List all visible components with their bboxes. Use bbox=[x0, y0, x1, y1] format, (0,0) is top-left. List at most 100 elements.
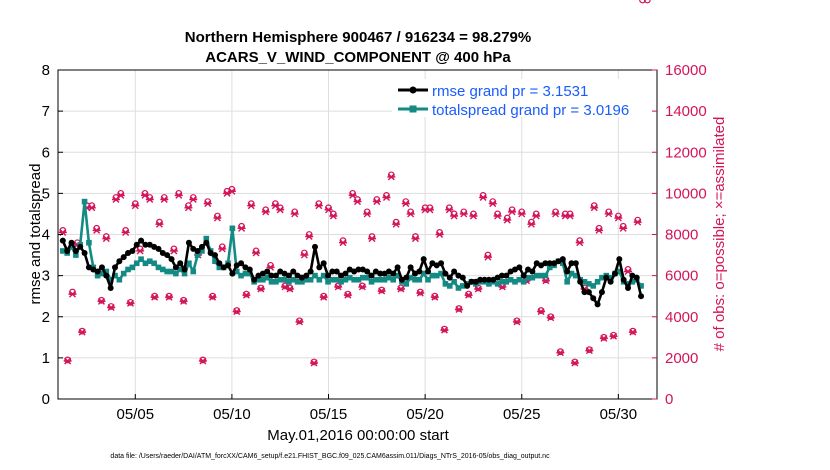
obs-assimilated-point bbox=[136, 247, 145, 255]
rmse-point bbox=[438, 260, 445, 267]
y2-tick-label: 10000 bbox=[665, 185, 707, 202]
obs-assimilated-point bbox=[319, 293, 328, 301]
legend-rmse-label: rmse grand pr = 3.1531 bbox=[432, 83, 588, 100]
rmse-point bbox=[616, 256, 623, 263]
totalspread-point bbox=[616, 268, 623, 275]
obs-assimilated-point bbox=[305, 233, 314, 241]
y2-tick-label: 14000 bbox=[665, 103, 707, 120]
totalspread-point bbox=[190, 268, 197, 275]
obs-assimilated-point bbox=[595, 226, 604, 234]
rmse-point bbox=[577, 278, 584, 285]
totalspread-point bbox=[173, 270, 179, 277]
obs-assimilated-point bbox=[237, 224, 246, 232]
rmse-point bbox=[59, 237, 66, 244]
rmse-point bbox=[129, 247, 136, 254]
rmse-point bbox=[520, 272, 527, 279]
rmse-point bbox=[368, 272, 375, 279]
totalspread-point bbox=[386, 274, 392, 281]
obs-possible-point bbox=[296, 317, 303, 325]
obs-assimilated-point bbox=[532, 212, 541, 220]
y-tick-label: 7 bbox=[42, 103, 50, 120]
rmse-point bbox=[138, 237, 145, 244]
obs-assimilated-point bbox=[218, 245, 227, 253]
obs-assimilated-point bbox=[358, 283, 367, 291]
totalspread-point bbox=[329, 276, 336, 283]
totalspread-point bbox=[446, 283, 453, 289]
totalspread-series bbox=[60, 198, 644, 291]
totalspread-point bbox=[368, 278, 375, 285]
footer-data-file: data file: /Users/raeder/DAI/ATM_forcXX/… bbox=[110, 453, 550, 460]
rmse-point bbox=[120, 254, 127, 261]
totalspread-point bbox=[281, 276, 288, 283]
obs-assimilated-point bbox=[570, 359, 579, 367]
obs-assimilated-point bbox=[440, 326, 449, 334]
totalspread-point bbox=[460, 283, 466, 289]
obs-assimilated-point bbox=[169, 247, 178, 255]
totalspread-point bbox=[520, 278, 527, 285]
totalspread-point bbox=[107, 276, 114, 283]
obs-assimilated-point bbox=[430, 293, 439, 301]
rmse-point bbox=[585, 289, 592, 296]
obs-possible-point bbox=[431, 292, 439, 300]
y-tick-label: 0 bbox=[42, 391, 50, 408]
obs-possible-point bbox=[513, 317, 521, 325]
totalspread-point bbox=[60, 248, 66, 254]
totalspread-point bbox=[116, 276, 123, 283]
obs-assimilated-point bbox=[537, 308, 546, 316]
obs-assimilated-point bbox=[392, 220, 401, 228]
obs-assimilated-point bbox=[425, 206, 434, 214]
totalspread-point bbox=[625, 281, 631, 287]
obs-assimilated-point bbox=[541, 277, 550, 285]
obs-assimilated-point bbox=[450, 212, 459, 220]
obs-assimilated-point bbox=[68, 290, 77, 298]
totalspread-point bbox=[94, 272, 101, 279]
totalspread-point bbox=[242, 270, 249, 277]
obs-possible-point bbox=[107, 303, 115, 310]
totalspread-point bbox=[494, 281, 501, 287]
obs-assimilated-point bbox=[585, 347, 594, 355]
y2-tick-label: 6000 bbox=[665, 268, 698, 285]
rmse-point bbox=[64, 247, 71, 254]
totalspread-point bbox=[638, 283, 644, 289]
rmse-point bbox=[529, 268, 536, 275]
y2-tick-label: 8000 bbox=[665, 227, 698, 244]
totalspread-point bbox=[294, 278, 301, 285]
totalspread-point bbox=[325, 278, 331, 285]
totalspread-point bbox=[246, 270, 253, 277]
totalspread-point bbox=[68, 244, 75, 250]
rmse-point bbox=[155, 245, 162, 252]
rmse-point bbox=[72, 247, 79, 254]
totalspread-point bbox=[277, 276, 284, 283]
totalspread-point bbox=[438, 270, 444, 277]
obs-assimilated-point bbox=[189, 196, 198, 204]
totalspread-point bbox=[525, 274, 531, 281]
totalspread-point bbox=[416, 276, 423, 283]
rmse-point bbox=[168, 256, 175, 263]
rmse-point bbox=[568, 260, 575, 267]
totalspread-point bbox=[212, 258, 218, 265]
y-tick-label: 1 bbox=[42, 350, 50, 367]
rmse-series bbox=[59, 237, 645, 308]
rmse-point bbox=[590, 295, 597, 302]
obs-assimilated-point bbox=[314, 202, 323, 210]
obs-assimilated-point bbox=[445, 206, 454, 214]
obs-possible-point bbox=[180, 296, 187, 304]
obs-possible-point bbox=[610, 331, 617, 339]
obs-assimilated-point bbox=[232, 308, 241, 316]
rmse-point bbox=[142, 241, 149, 248]
obs-assimilated-point bbox=[483, 253, 492, 261]
obs-possible-point bbox=[465, 290, 473, 298]
obs-possible-point bbox=[233, 307, 241, 314]
y2-tick-label: 16000 bbox=[665, 62, 707, 79]
obs-assimilated-point bbox=[348, 191, 357, 199]
obs-possible-point bbox=[78, 327, 86, 335]
obs-assimilated-point bbox=[227, 187, 236, 195]
chart-subtitle: ACARS_V_WIND_COMPONENT @ 400 hPa bbox=[205, 49, 511, 66]
obs-possible-point bbox=[441, 325, 448, 333]
totalspread-point bbox=[425, 276, 431, 283]
rmse-point bbox=[203, 239, 210, 246]
obs-assimilated-point bbox=[107, 304, 116, 311]
totalspread-point bbox=[594, 278, 601, 285]
totalspread-point bbox=[181, 270, 188, 277]
obs-assimilated-point bbox=[208, 293, 217, 301]
